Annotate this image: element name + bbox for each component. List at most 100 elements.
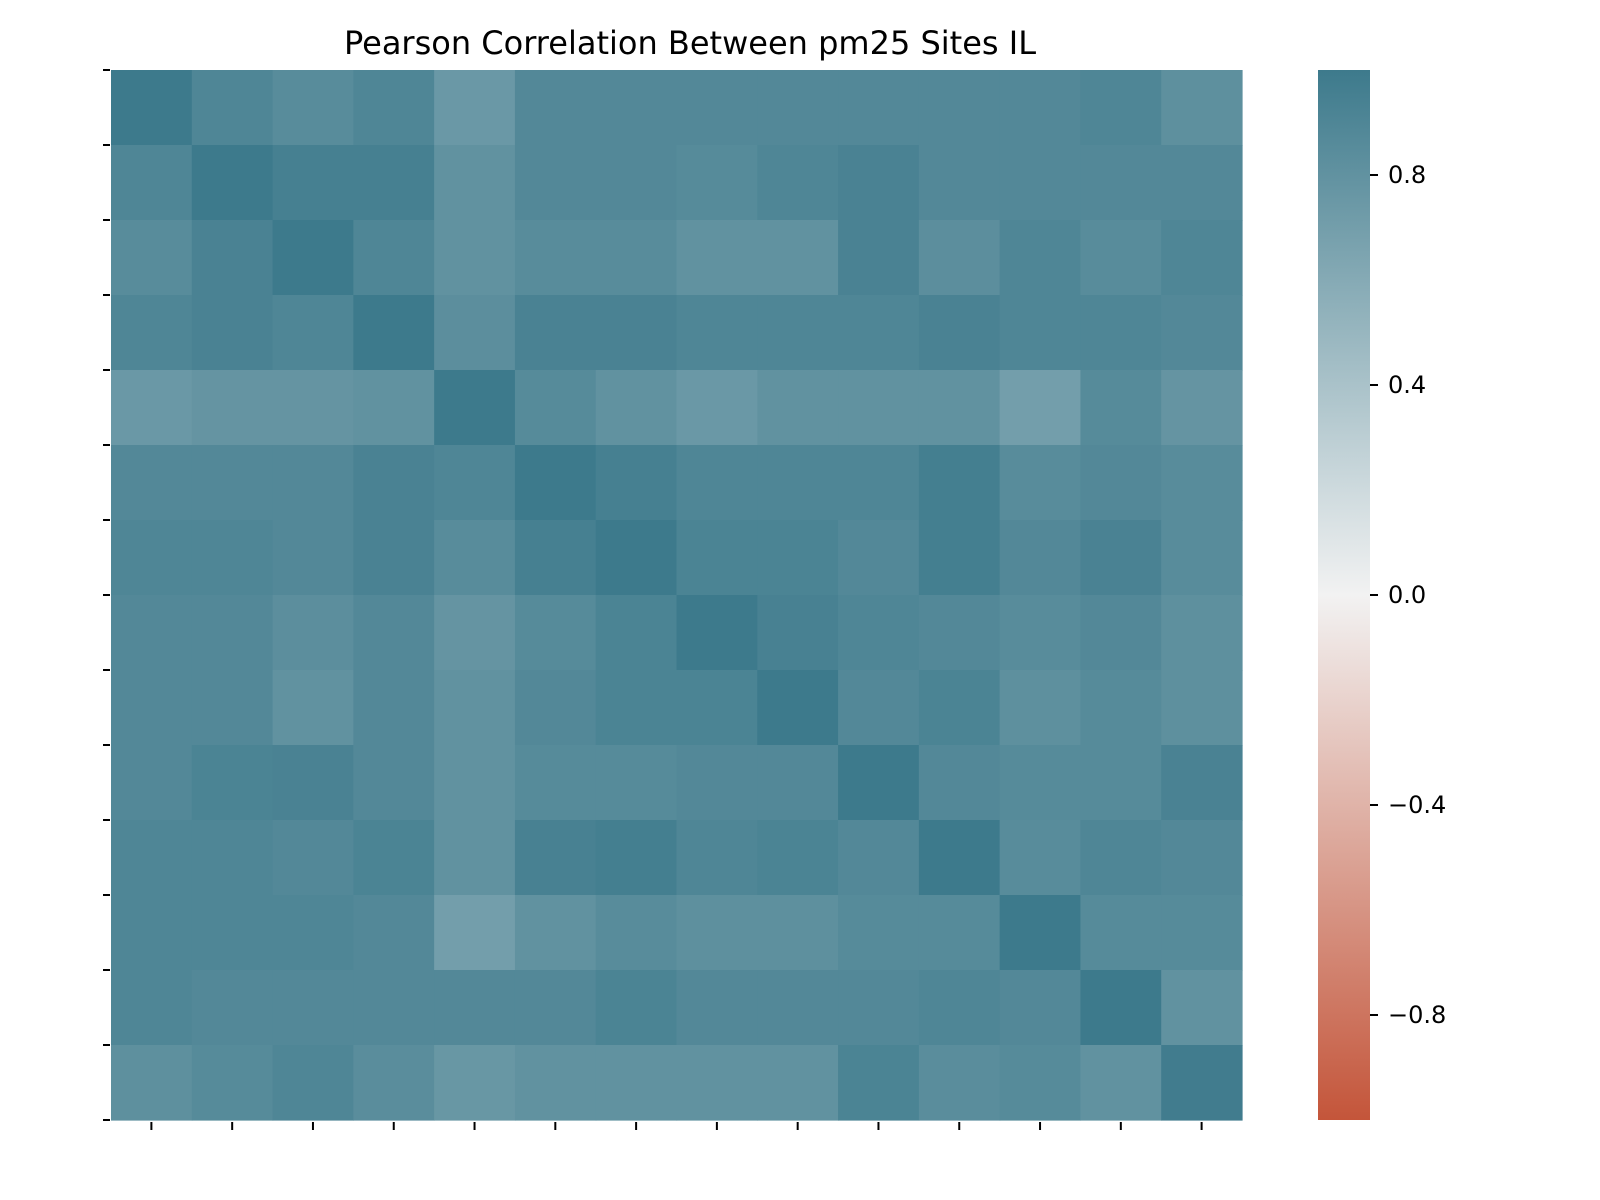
heatmap-cell (434, 220, 516, 296)
heatmap-cell (272, 670, 354, 746)
heatmap-cell (757, 745, 839, 821)
heatmap-cell (676, 370, 758, 446)
heatmap-cell (434, 745, 516, 821)
heatmap-cell (111, 445, 193, 521)
heatmap-cell (918, 1045, 1001, 1121)
heatmap-cell (1161, 145, 1243, 221)
heatmap-cell (757, 1045, 839, 1121)
heatmap-cell (353, 745, 435, 821)
heatmap-cell (1080, 145, 1162, 221)
colorbar-ticks: 0.8 0.4 0.0 −0.4 −0.8 (1370, 161, 1446, 1029)
heatmap-cell (1161, 445, 1243, 521)
heatmap-cell (272, 145, 354, 221)
heatmap-cell (757, 370, 839, 446)
heatmap-cell (1161, 820, 1243, 896)
heatmap-cell (434, 520, 516, 596)
heatmap-cell (191, 595, 274, 671)
heatmap-cell (595, 70, 678, 146)
heatmap-cell (353, 220, 435, 296)
heatmap-cell (111, 820, 193, 896)
heatmap-cell (676, 595, 758, 671)
heatmap-cell (757, 145, 839, 221)
heatmap-cell (1161, 370, 1243, 446)
heatmap-cell (191, 745, 274, 821)
colorbar-tick-label: −0.4 (1388, 791, 1446, 819)
heatmap-cell (1080, 745, 1162, 821)
heatmap-cell (434, 295, 516, 371)
heatmap-cell (918, 295, 1001, 371)
heatmap-cell (595, 520, 678, 596)
colorbar-tick-label: 0.4 (1388, 371, 1426, 399)
heatmap-cell (1080, 820, 1162, 896)
heatmap-cell (918, 520, 1001, 596)
heatmap-cell (514, 220, 597, 296)
heatmap-cell (676, 895, 758, 971)
heatmap-cell (514, 1045, 597, 1121)
heatmap-cell (918, 445, 1001, 521)
heatmap-cell (111, 1045, 193, 1121)
heatmap-cell (111, 745, 193, 821)
heatmap-cell (1080, 670, 1162, 746)
heatmap-cell (1080, 370, 1162, 446)
heatmap-cell (514, 820, 597, 896)
heatmap-cell (353, 295, 435, 371)
heatmap-cell (272, 520, 354, 596)
heatmap-cell (272, 895, 354, 971)
heatmap-cell (918, 820, 1001, 896)
heatmap-cell (434, 1045, 516, 1121)
heatmap-cell (838, 70, 920, 146)
heatmap-cell (838, 745, 920, 821)
heatmap-cell (1161, 970, 1243, 1046)
heatmap-cell (757, 670, 839, 746)
heatmap-cell (595, 295, 678, 371)
heatmap-cell (676, 295, 758, 371)
heatmap-cell (999, 670, 1082, 746)
heatmap-cell (514, 595, 597, 671)
heatmap-cell (838, 820, 920, 896)
heatmap-cell (1161, 595, 1243, 671)
heatmap-cell (272, 1045, 354, 1121)
heatmap-cell (353, 370, 435, 446)
heatmap-cell (1080, 595, 1162, 671)
heatmap-cell (1080, 70, 1162, 146)
heatmap-cell (353, 670, 435, 746)
heatmap-cell (918, 595, 1001, 671)
heatmap-cell (999, 145, 1082, 221)
heatmap-cell (676, 1045, 758, 1121)
heatmap-cell (434, 445, 516, 521)
heatmap-cell (999, 370, 1082, 446)
heatmap-cell (111, 370, 193, 446)
heatmap-cell (514, 145, 597, 221)
heatmap-cell (111, 145, 193, 221)
heatmap-cell (918, 970, 1001, 1046)
heatmap-cell (191, 970, 274, 1046)
colorbar-tick-label: 0.8 (1388, 161, 1426, 189)
heatmap-cell (111, 670, 193, 746)
heatmap-cell (676, 670, 758, 746)
heatmap-cell (838, 970, 920, 1046)
heatmap-cell (353, 70, 435, 146)
heatmap-cell (191, 520, 274, 596)
heatmap-cell (838, 1045, 920, 1121)
heatmap-cell (838, 595, 920, 671)
heatmap-cells (111, 70, 1243, 1121)
heatmap-cell (838, 445, 920, 521)
heatmap-cell (999, 70, 1082, 146)
heatmap-cell (1080, 295, 1162, 371)
heatmap-cell (1080, 220, 1162, 296)
heatmap-cell (757, 595, 839, 671)
heatmap-cell (838, 295, 920, 371)
heatmap-cell (1080, 895, 1162, 971)
heatmap-cell (676, 745, 758, 821)
heatmap-cell (918, 895, 1001, 971)
heatmap-cell (434, 595, 516, 671)
heatmap-cell (111, 70, 193, 146)
heatmap-cell (999, 295, 1082, 371)
heatmap-cell (999, 895, 1082, 971)
heatmap-cell (1080, 520, 1162, 596)
heatmap-cell (757, 820, 839, 896)
heatmap-cell (918, 70, 1001, 146)
heatmap-cell (434, 370, 516, 446)
heatmap-cell (918, 745, 1001, 821)
